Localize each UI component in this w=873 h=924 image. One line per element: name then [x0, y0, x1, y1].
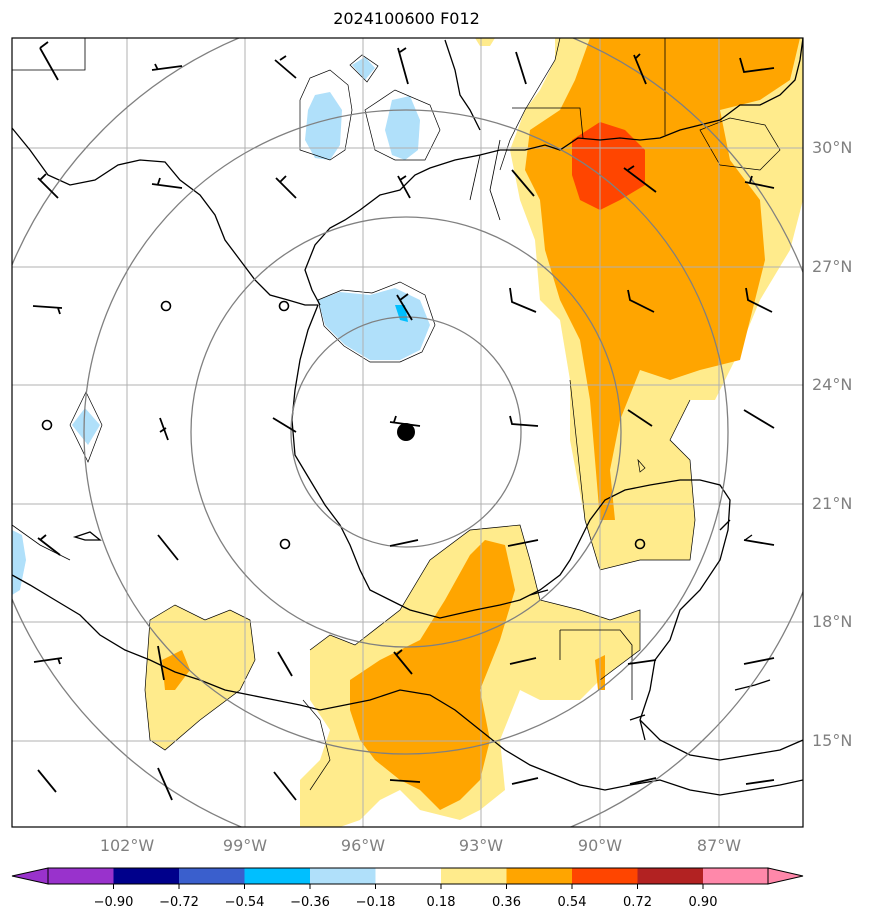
colorbar-bin — [244, 868, 310, 884]
colorbar-bin — [179, 868, 245, 884]
lat-label-24n: 24°N — [812, 375, 853, 394]
colorbar-tick-label: −0.36 — [290, 895, 330, 910]
storm-center-marker — [397, 423, 415, 441]
colorbar-bin — [48, 868, 114, 884]
lat-label-18n: 18°N — [812, 612, 853, 631]
colorbar-tick-label: 0.54 — [557, 895, 587, 910]
contour-lines — [69, 38, 781, 791]
field-orange-southwest — [162, 650, 190, 690]
lat-label-27n: 27°N — [812, 257, 853, 276]
calm-wind-markers — [41, 300, 646, 550]
lon-label-90w: 90°W — [577, 836, 623, 855]
colorbar-high-extension — [767, 867, 804, 885]
lon-label-87w: 87°W — [696, 836, 742, 855]
colorbar-tick-label: −0.54 — [224, 895, 265, 910]
colorbar-tick-label: 0.36 — [492, 895, 521, 910]
field-yellow-southwest — [145, 605, 255, 750]
field-yellow-top — [475, 38, 495, 46]
colorbar-bin — [113, 868, 179, 884]
map-title: 2024100600 F012 — [333, 9, 480, 28]
map-frame — [11, 37, 804, 828]
field-orange-south — [350, 540, 515, 810]
lat-label-15n: 15°N — [812, 731, 853, 750]
colorbar-bin — [375, 868, 441, 884]
colorbar-bin — [703, 868, 768, 884]
colorbar-tick-label: 0.72 — [623, 895, 652, 910]
lon-label-99w: 99°W — [222, 836, 268, 855]
colorbar-tick-label: −0.72 — [159, 895, 199, 910]
colorbar — [11, 867, 804, 889]
lat-label-30n: 30°N — [812, 138, 853, 157]
lat-label-21n: 21°N — [812, 494, 853, 513]
negative-anomaly-fields — [12, 57, 430, 595]
lon-label-102w: 102°W — [99, 836, 155, 855]
range-rings — [12, 38, 803, 827]
colorbar-tick-label: 0.90 — [688, 895, 718, 910]
colorbar-bin — [506, 868, 572, 884]
field-lightblue-north2 — [385, 96, 420, 160]
field-red-center — [572, 122, 645, 210]
field-lightblue-north1 — [305, 92, 342, 160]
colorbar-bin — [441, 868, 507, 884]
lon-label-93w: 93°W — [458, 836, 504, 855]
field-lightblue-west — [72, 408, 100, 445]
borders — [12, 38, 666, 700]
graticule — [12, 38, 803, 827]
wind-barbs — [32, 41, 775, 801]
colorbar-tick-label: −0.90 — [93, 895, 134, 910]
lon-label-96w: 96°W — [340, 836, 386, 855]
positive-anomaly-fields — [145, 38, 803, 827]
colorbar-low-extension — [11, 867, 49, 885]
colorbar-bin — [637, 868, 703, 884]
colorbar-bin — [310, 868, 376, 884]
colorbar-tick-label: −0.18 — [355, 895, 396, 910]
field-lightblue-edge — [12, 530, 26, 595]
colorbar-tick-label: 0.18 — [426, 895, 456, 910]
colorbar-bin — [572, 868, 638, 884]
